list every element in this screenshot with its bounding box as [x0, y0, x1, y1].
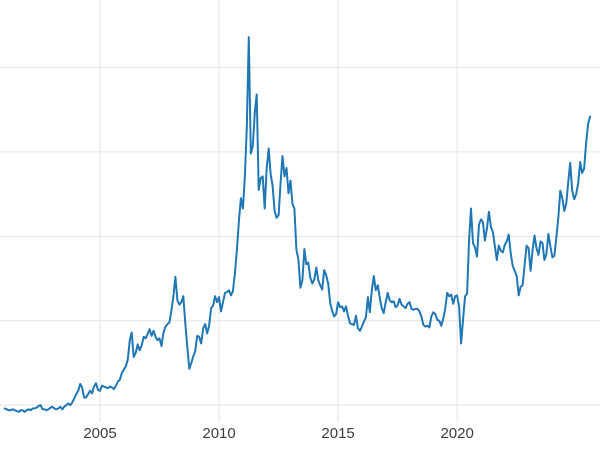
x-tick-label-2015: 2015 [321, 425, 355, 442]
x-tick-label-2010: 2010 [202, 425, 236, 442]
x-tick-label-2005: 2005 [83, 425, 117, 442]
price-line [3, 36, 592, 413]
x-tick-label-2020: 2020 [440, 425, 474, 442]
plot-area [0, 0, 600, 422]
x-axis: 2005 2010 2015 2020 [0, 422, 600, 450]
